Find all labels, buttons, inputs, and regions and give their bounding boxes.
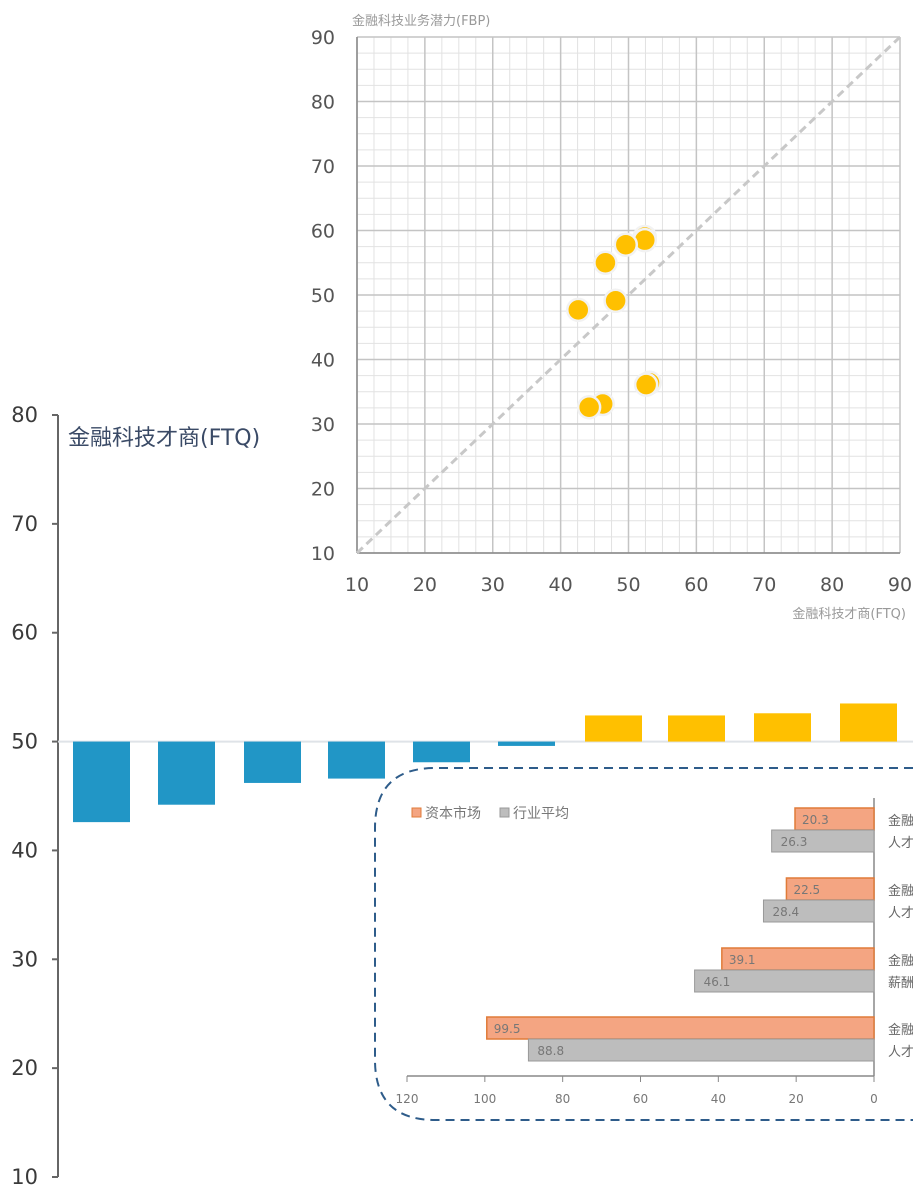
scatter-x-tick-label: 50 — [616, 574, 640, 596]
legend-swatch-capital — [411, 807, 422, 818]
inset-bar-average — [527, 1038, 875, 1062]
scatter-point — [566, 297, 591, 323]
scatter-x-tick-label: 90 — [888, 574, 912, 596]
scatter-y-tick-label: 70 — [311, 156, 335, 178]
legend-label-average: 行业平均 — [513, 806, 569, 822]
scatter-points — [566, 224, 662, 420]
bar — [328, 741, 385, 779]
inset-x-tick-label: 100 — [473, 1092, 496, 1106]
scatter-y-tick-label: 30 — [311, 414, 335, 436]
scatter-point — [603, 288, 628, 314]
inset-bar-average-label: 26.3 — [781, 835, 808, 849]
bar-y-tick-label: 40 — [11, 838, 38, 862]
scatter-x-tick-label: 70 — [752, 574, 776, 596]
bar — [244, 741, 301, 783]
bar-y-tick-label: 10 — [11, 1165, 38, 1186]
inset-bar-capital-label: 99.5 — [494, 1022, 521, 1036]
inset-bar-average-label: 88.8 — [537, 1044, 564, 1058]
inset-x-tick-label: 120 — [396, 1092, 419, 1106]
bar-y-tick-label: 70 — [11, 512, 38, 536]
scatter-xlabel: 金融科技才商(FTQ) — [792, 606, 906, 622]
inset-bar-capital — [486, 1016, 875, 1040]
inset-bar-average-label: 28.4 — [772, 905, 799, 919]
scatter-diagonal-line — [355, 35, 902, 555]
inset-row-label: 金融 — [888, 813, 913, 829]
inset-legend: 资本市场 行业平均 — [411, 805, 569, 822]
inset-x-tick-label: 40 — [711, 1092, 726, 1106]
scatter-point — [633, 372, 659, 397]
inset-bar-chart: 120 100 80 60 40 20 020.326.3金融人才22.528.4金融人才3… — [396, 798, 913, 1106]
scatter-x-tick-label: 40 — [549, 574, 573, 596]
scatter-point — [593, 250, 618, 275]
bar — [498, 741, 555, 746]
bar — [754, 713, 811, 742]
scatter-y-tick-label: 10 — [311, 543, 335, 565]
bar-y-tick-label: 30 — [11, 947, 38, 971]
scatter-x-tick-label: 60 — [684, 574, 708, 596]
inset-row-label: 人才 — [888, 1045, 913, 1060]
inset-bar-capital-label: 39.1 — [729, 953, 756, 967]
inset-row-label: 金融 — [888, 1022, 913, 1038]
bar — [158, 741, 215, 805]
scatter-y-tick-label: 90 — [311, 27, 335, 49]
inset-bar-average — [762, 899, 875, 923]
scatter-ticks: 10 20 30 40 50 60 70 80 90 10 20 30 40 50 60 70 80 90 — [311, 27, 912, 596]
inset-row-label: 人才 — [888, 906, 913, 921]
scatter-grid — [355, 35, 902, 555]
scatter-y-tick-label: 20 — [311, 479, 335, 501]
legend-label-capital: 资本市场 — [425, 805, 481, 822]
scatter-x-tick-label: 20 — [413, 574, 437, 596]
inset-row-label: 金融 — [888, 883, 913, 899]
scatter-y-tick-label: 40 — [311, 350, 335, 372]
scatter-point — [613, 232, 639, 257]
inset-bar-average — [771, 829, 875, 853]
scatter-y-tick-label: 50 — [311, 285, 335, 307]
inset-x-tick-label: 80 — [555, 1092, 570, 1106]
inset-row-label: 金融 — [888, 953, 913, 969]
inset-bar-average-label: 46.1 — [704, 975, 731, 989]
scatter-ylabel: 金融科技业务潜力(FBP) — [352, 13, 490, 29]
bar-y-tick-label: 80 — [11, 403, 38, 427]
inset-bar-capital-label: 22.5 — [793, 883, 820, 897]
bar — [585, 715, 642, 742]
inset-x-tick-label: 60 — [633, 1092, 648, 1106]
bar-y-tick-label: 20 — [11, 1056, 38, 1080]
bar-chart-ylabel: 金融科技才商(FTQ) — [68, 426, 260, 451]
inset-bar-average — [694, 969, 875, 993]
scatter-y-tick-label: 80 — [311, 92, 335, 114]
scatter-x-tick-label: 30 — [481, 574, 505, 596]
bar-y-tick-label: 60 — [11, 621, 38, 645]
scatter-x-tick-label: 80 — [820, 574, 844, 596]
scatter-y-tick-label: 60 — [311, 221, 335, 243]
scatter-x-tick-label: 10 — [345, 574, 369, 596]
bar-chart-bars — [73, 703, 897, 823]
scatter-point — [576, 394, 602, 420]
bar — [413, 741, 470, 763]
legend-swatch-average — [499, 807, 510, 818]
bar-y-tick-label: 50 — [11, 730, 38, 754]
bar — [668, 715, 725, 742]
inset-dashed-border — [374, 767, 913, 1121]
inset-x-tick-label: 20 — [789, 1092, 804, 1106]
inset-row-label: 薪酬 — [888, 976, 913, 991]
inset-row-label: 人才 — [888, 836, 913, 851]
inset-bar-capital-label: 20.3 — [802, 813, 829, 827]
inset-x-tick-label: 0 — [870, 1092, 878, 1106]
bar — [73, 741, 130, 823]
bar — [840, 703, 897, 742]
